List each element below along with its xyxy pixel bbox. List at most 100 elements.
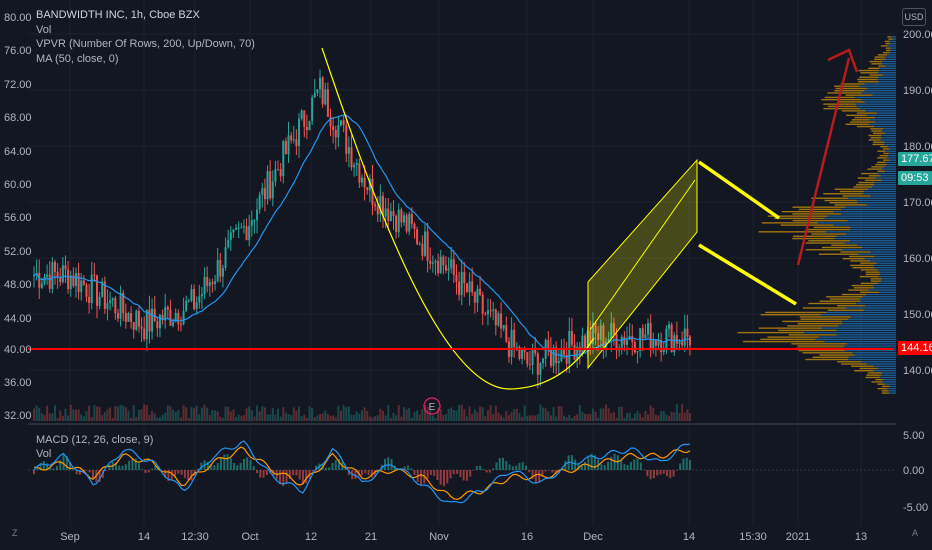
- macd-histogram-bar: [242, 459, 245, 470]
- vpvr-down-row: [819, 300, 861, 302]
- vpvr-down-row: [737, 331, 804, 334]
- volume-bar: [431, 415, 434, 421]
- macd-histogram-bar: [170, 470, 173, 481]
- candle-body: [116, 313, 119, 319]
- volume-bar: [576, 414, 579, 421]
- candle-body: [242, 226, 245, 228]
- vpvr-up-row: [870, 195, 896, 197]
- candle-body: [279, 169, 282, 177]
- volume-bar: [88, 405, 91, 421]
- vpvr-up-row: [847, 219, 896, 222]
- earnings-marker[interactable]: E: [423, 397, 441, 415]
- candle-body: [137, 310, 140, 327]
- volume-bar: [164, 412, 167, 421]
- macd-histogram-bar: [639, 462, 642, 470]
- macd-histogram-bar: [75, 470, 78, 475]
- volume-bar: [361, 410, 363, 421]
- volume-bar: [649, 405, 652, 421]
- vpvr-up-row: [842, 320, 896, 323]
- candle-body: [607, 339, 610, 342]
- legend-macd-vol[interactable]: Vol: [36, 448, 52, 460]
- macd-histogram-bar: [174, 470, 177, 477]
- candle-body: [447, 268, 450, 271]
- macd-histogram-bar: [147, 470, 150, 473]
- volume-bar: [80, 414, 83, 421]
- currency-button[interactable]: USD: [902, 8, 926, 26]
- vpvr-up-row: [869, 119, 896, 121]
- time-axis-tick: 14: [138, 531, 150, 543]
- auto-scale-label[interactable]: A: [912, 528, 919, 538]
- macd-histogram-bar: [564, 460, 567, 470]
- candle-body: [576, 346, 579, 360]
- macd-histogram-bar: [538, 470, 541, 482]
- vpvr-down-row: [882, 385, 890, 388]
- legend-ma[interactable]: MA (50, close, 0): [36, 52, 119, 65]
- volume-bar: [471, 413, 474, 421]
- candle-body: [615, 334, 618, 351]
- vpvr-down-row: [839, 190, 864, 193]
- volume-bar: [644, 410, 647, 421]
- candle-body: [127, 313, 130, 322]
- symbol-title[interactable]: BANDWIDTH INC, 1h, Cboe BZX: [36, 9, 200, 21]
- candle-body: [140, 326, 143, 329]
- vpvr-up-row: [884, 143, 896, 146]
- vpvr-down-row: [760, 338, 816, 341]
- vpvr-down-row: [879, 154, 889, 157]
- vpvr-up-row: [860, 300, 896, 302]
- volume-bar: [190, 407, 193, 421]
- volume-bar: [179, 417, 182, 421]
- volume-bar: [573, 415, 576, 421]
- legend-vpvr[interactable]: VPVR (Number Of Rows, 200, Up/Down, 70): [36, 38, 255, 50]
- macd-axis[interactable]: 5.00 0.00 -5.00: [903, 430, 928, 514]
- candle-body: [355, 163, 358, 165]
- vpvr-down-row: [882, 148, 890, 150]
- vpvr-up-row: [881, 134, 896, 137]
- volume-bar: [103, 412, 106, 421]
- candle-body: [303, 110, 306, 127]
- vpvr-down-row: [859, 275, 879, 278]
- candle-body: [568, 331, 571, 364]
- time-axis[interactable]: Sep 14 12:30 Oct 12 21 Nov 16 Dec 14 15:30 2021 13: [60, 531, 867, 543]
- vpvr-up-row: [833, 210, 896, 213]
- volume-bar: [418, 414, 421, 421]
- macd-histogram-bar: [144, 470, 147, 473]
- macd-histogram-bar: [420, 470, 423, 486]
- right-price-axis[interactable]: 200.00 190.00 180.00 170.00 160.00 150.00 140.…: [903, 29, 932, 377]
- vpvr-up-row: [889, 40, 896, 43]
- volume-bar: [51, 413, 54, 421]
- vpvr-down-row: [761, 222, 819, 224]
- candle-body: [256, 209, 259, 221]
- left-price-axis[interactable]: 80.00 76.00 72.00 68.00 64.00 60.00 56.00 52.00…: [4, 12, 32, 422]
- vpvr-down-row: [842, 258, 865, 260]
- zoom-corner-label[interactable]: Z: [12, 528, 18, 538]
- volume-bar: [507, 415, 510, 421]
- legend-vol[interactable]: Vol: [36, 23, 52, 36]
- volume-bar: [523, 405, 526, 421]
- candle-body: [295, 139, 298, 147]
- candle-body: [363, 177, 366, 188]
- vpvr-down-row: [802, 307, 846, 309]
- vpvr-up-row: [884, 141, 896, 143]
- candle-body: [334, 130, 337, 138]
- volume-bar: [686, 409, 689, 421]
- vpvr-up-row: [856, 199, 896, 202]
- vpvr-down-row: [868, 134, 882, 137]
- volume-bar: [563, 415, 566, 421]
- legend-macd[interactable]: MACD (12, 26, close, 9): [36, 434, 154, 446]
- vpvr-down-row: [859, 76, 879, 78]
- vpvr-up-row: [874, 266, 896, 269]
- candle-body: [67, 269, 70, 290]
- candle-body: [229, 232, 232, 241]
- volume-bar: [560, 406, 563, 421]
- macd-histogram-bar: [364, 470, 367, 474]
- candle-body: [389, 211, 392, 221]
- volume-bar: [681, 404, 684, 421]
- volume-bar: [40, 413, 43, 421]
- candle-body: [250, 220, 253, 226]
- vpvr-down-row: [835, 87, 868, 90]
- vpvr-down-row: [792, 213, 842, 215]
- vpvr-down-row: [886, 49, 891, 52]
- vpvr-up-row: [866, 204, 896, 206]
- candle-body: [82, 280, 85, 285]
